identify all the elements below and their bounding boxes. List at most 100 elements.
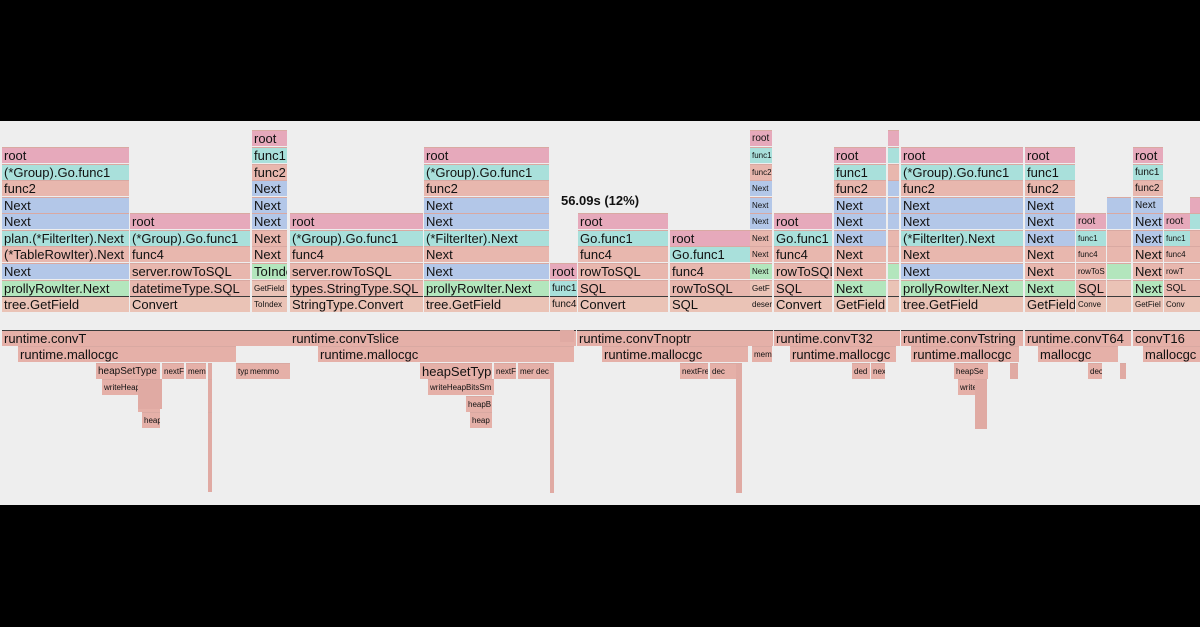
stack-frame[interactable]: datetimeType.SQL <box>130 280 250 296</box>
stack-frame[interactable] <box>888 280 899 296</box>
runtime-sliver[interactable] <box>1010 363 1018 379</box>
runtime-sliver[interactable] <box>208 363 212 393</box>
runtime-frame[interactable]: writeHeapBitsSm <box>428 379 494 395</box>
stack-frame[interactable]: SQL <box>1076 280 1106 296</box>
stack-frame[interactable]: prollyRowIter.Next <box>424 280 549 296</box>
stack-frame[interactable] <box>888 296 899 312</box>
stack-frame[interactable]: Go.func1 <box>670 246 750 262</box>
stack-frame[interactable]: Next <box>901 246 1023 262</box>
stack-frame[interactable]: root <box>1164 213 1190 229</box>
stack-frame[interactable]: tree.GetField <box>2 296 129 312</box>
stack-frame[interactable]: Next <box>834 263 886 279</box>
runtime-frame[interactable]: heapSetType <box>420 363 492 379</box>
stack-frame[interactable]: root <box>670 230 750 246</box>
stack-frame[interactable] <box>888 213 899 229</box>
stack-frame[interactable]: root <box>774 213 832 229</box>
stack-frame[interactable]: Next <box>750 180 772 196</box>
stack-frame[interactable]: Conv <box>1164 296 1190 312</box>
stack-frame[interactable]: func4 <box>290 246 423 262</box>
stack-frame[interactable]: prollyRowIter.Next <box>901 280 1023 296</box>
stack-frame[interactable]: func2 <box>1025 180 1075 196</box>
stack-frame[interactable]: rowToSQL <box>774 263 832 279</box>
stack-frame[interactable]: Next <box>252 197 287 213</box>
stack-frame[interactable]: (*FilterIter).Next <box>901 230 1023 246</box>
stack-frame[interactable] <box>1107 280 1131 296</box>
stack-frame[interactable]: Next <box>1133 280 1163 296</box>
stack-frame[interactable]: prollyRowIter.Next <box>2 280 129 296</box>
stack-frame[interactable]: Next <box>1133 213 1163 229</box>
stack-frame[interactable]: StringType.Convert <box>290 296 423 312</box>
stack-frame[interactable]: func2 <box>1133 180 1163 196</box>
runtime-frame[interactable]: runtime.mallocgc <box>318 346 574 362</box>
stack-frame[interactable]: tree.GetField <box>424 296 549 312</box>
stack-frame[interactable]: root <box>2 147 129 163</box>
stack-frame[interactable]: func4 <box>1164 246 1190 262</box>
stack-frame[interactable]: root <box>290 213 423 229</box>
runtime-frame[interactable]: mallocgc <box>1143 346 1200 362</box>
runtime-frame[interactable]: runtime.convTnoptr <box>577 330 773 346</box>
stack-frame[interactable]: rowToSQL <box>578 263 668 279</box>
stack-frame[interactable]: Convert <box>130 296 250 312</box>
stack-frame[interactable] <box>1107 296 1131 312</box>
stack-frame[interactable]: func4 <box>670 263 750 279</box>
stack-frame[interactable] <box>1190 296 1200 312</box>
stack-frame[interactable]: Next <box>252 213 287 229</box>
stack-frame[interactable]: Next <box>901 263 1023 279</box>
stack-frame[interactable]: Go.func1 <box>578 230 668 246</box>
stack-frame[interactable]: Next <box>834 246 886 262</box>
runtime-sliver[interactable] <box>1120 363 1126 379</box>
runtime-sliver[interactable] <box>560 330 574 342</box>
stack-frame[interactable]: func1 <box>1133 164 1163 180</box>
stack-frame[interactable]: (*Group).Go.func1 <box>130 230 250 246</box>
runtime-frame[interactable]: runtime.mallocgc <box>602 346 748 362</box>
stack-frame[interactable]: Next <box>2 263 129 279</box>
runtime-frame[interactable]: memmo <box>248 363 288 379</box>
runtime-frame[interactable]: mem <box>518 363 534 379</box>
stack-frame[interactable]: func1 <box>750 147 772 163</box>
stack-frame[interactable]: Next <box>252 180 287 196</box>
runtime-sliver[interactable] <box>138 379 162 409</box>
runtime-frame[interactable]: nex <box>871 363 885 379</box>
stack-frame[interactable]: Next <box>750 213 772 229</box>
stack-frame[interactable] <box>1107 230 1131 246</box>
stack-frame[interactable]: (*TableRowIter).Next <box>2 246 129 262</box>
stack-frame[interactable]: rowT <box>1164 263 1190 279</box>
stack-frame[interactable]: Go.func1 <box>774 230 832 246</box>
stack-frame[interactable] <box>888 263 899 279</box>
stack-frame[interactable]: tree.GetField <box>901 296 1023 312</box>
stack-frame[interactable]: Convert <box>578 296 668 312</box>
stack-frame[interactable] <box>888 147 899 163</box>
stack-frame[interactable]: Next <box>1025 197 1075 213</box>
stack-frame[interactable]: SQL <box>578 280 668 296</box>
runtime-sliver[interactable] <box>736 363 742 493</box>
stack-frame[interactable] <box>1107 246 1131 262</box>
runtime-frame[interactable]: nextF <box>494 363 516 379</box>
stack-frame[interactable]: func2 <box>901 180 1023 196</box>
stack-frame[interactable]: root <box>834 147 886 163</box>
stack-frame[interactable]: Next <box>424 246 549 262</box>
runtime-frame[interactable]: heapB <box>466 396 492 412</box>
stack-frame[interactable] <box>888 164 899 180</box>
stack-frame[interactable]: func2 <box>2 180 129 196</box>
stack-frame[interactable]: func4 <box>578 246 668 262</box>
stack-frame[interactable]: func1 <box>1076 230 1106 246</box>
stack-frame[interactable]: rowToS <box>1076 263 1106 279</box>
stack-frame[interactable]: Next <box>2 197 129 213</box>
stack-frame[interactable]: root <box>252 130 287 146</box>
runtime-frame[interactable]: mem <box>186 363 206 379</box>
stack-frame[interactable]: Next <box>1025 246 1075 262</box>
runtime-frame[interactable]: runtime.convT32 <box>774 330 900 346</box>
stack-frame[interactable]: func1 <box>834 164 886 180</box>
stack-frame[interactable]: (*Group).Go.func1 <box>901 164 1023 180</box>
runtime-frame[interactable]: heapSetType <box>96 363 160 379</box>
stack-frame[interactable]: (*Group).Go.func1 <box>2 164 129 180</box>
stack-frame[interactable]: func2 <box>252 164 287 180</box>
stack-frame[interactable]: Next <box>1025 213 1075 229</box>
stack-frame[interactable]: func4 <box>1076 246 1106 262</box>
stack-frame[interactable]: func1 <box>1025 164 1075 180</box>
stack-frame[interactable]: Next <box>424 263 549 279</box>
runtime-frame[interactable]: heapSe <box>954 363 988 379</box>
stack-frame[interactable]: Next <box>1025 230 1075 246</box>
stack-frame[interactable]: SQL <box>1164 280 1190 296</box>
runtime-sliver[interactable] <box>975 379 987 429</box>
